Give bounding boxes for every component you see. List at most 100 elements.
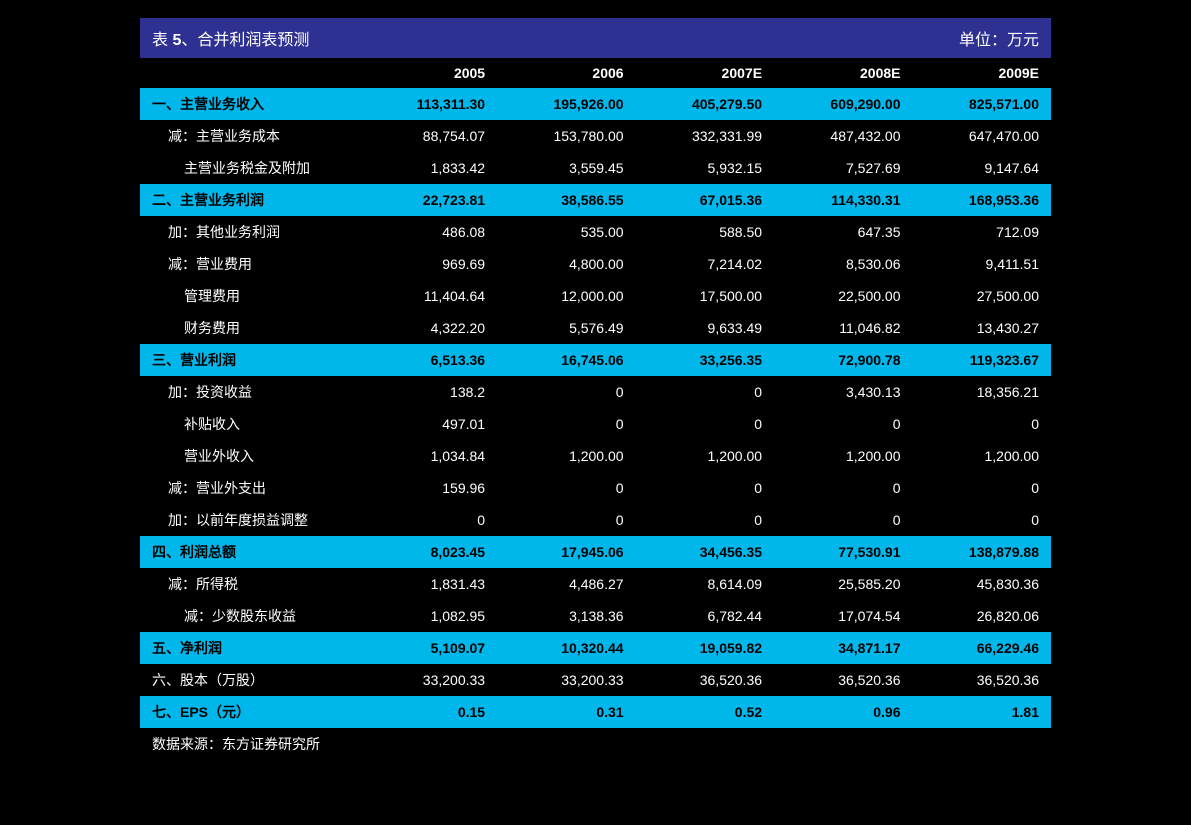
row-label: 减：少数股东收益	[140, 600, 359, 632]
cell-value: 19,059.82	[636, 632, 774, 664]
row-label: 补贴收入	[140, 408, 359, 440]
cell-value: 1,034.84	[359, 440, 497, 472]
table-row: 七、EPS（元）0.150.310.520.961.81	[140, 696, 1051, 728]
cell-value: 77,530.91	[774, 536, 912, 568]
cell-value: 138,879.88	[913, 536, 1052, 568]
row-label: 财务费用	[140, 312, 359, 344]
table-unit: 单位：万元	[959, 26, 1039, 50]
cell-value	[774, 728, 912, 760]
row-label: 营业外收入	[140, 440, 359, 472]
table-row: 加：其他业务利润486.08535.00588.50647.35712.09	[140, 216, 1051, 248]
cell-value: 4,322.20	[359, 312, 497, 344]
cell-value: 1,200.00	[774, 440, 912, 472]
cell-value: 22,500.00	[774, 280, 912, 312]
cell-value: 497.01	[359, 408, 497, 440]
cell-value: 153,780.00	[497, 120, 635, 152]
table-row: 减：营业费用969.694,800.007,214.028,530.069,41…	[140, 248, 1051, 280]
cell-value: 159.96	[359, 472, 497, 504]
cell-value	[359, 728, 497, 760]
cell-value: 33,256.35	[636, 344, 774, 376]
income-statement-table: 表 5、合并利润表预测 单位：万元 200520062007E2008E2009…	[140, 18, 1051, 760]
cell-value: 36,520.36	[774, 664, 912, 696]
cell-value: 712.09	[913, 216, 1052, 248]
table-row: 补贴收入497.010000	[140, 408, 1051, 440]
table-row: 减：少数股东收益1,082.953,138.366,782.4417,074.5…	[140, 600, 1051, 632]
cell-value: 0	[636, 504, 774, 536]
cell-value: 9,147.64	[913, 152, 1052, 184]
cell-value: 38,586.55	[497, 184, 635, 216]
cell-value: 18,356.21	[913, 376, 1052, 408]
row-label: 六、股本（万股）	[140, 664, 359, 696]
column-header: 2008E	[774, 58, 912, 88]
column-header: 2009E	[913, 58, 1052, 88]
cell-value: 113,311.30	[359, 88, 497, 120]
cell-value: 168,953.36	[913, 184, 1052, 216]
cell-value: 3,138.36	[497, 600, 635, 632]
row-label: 五、净利润	[140, 632, 359, 664]
cell-value: 138.2	[359, 376, 497, 408]
cell-value: 486.08	[359, 216, 497, 248]
cell-value: 3,430.13	[774, 376, 912, 408]
header-empty-cell	[140, 58, 359, 88]
table-row: 主营业务税金及附加1,833.423,559.455,932.157,527.6…	[140, 152, 1051, 184]
row-label: 减：营业费用	[140, 248, 359, 280]
row-label: 减：所得税	[140, 568, 359, 600]
cell-value: 1,082.95	[359, 600, 497, 632]
cell-value: 17,945.06	[497, 536, 635, 568]
cell-value: 13,430.27	[913, 312, 1052, 344]
cell-value: 0.31	[497, 696, 635, 728]
table-row: 管理费用11,404.6412,000.0017,500.0022,500.00…	[140, 280, 1051, 312]
table-row: 五、净利润5,109.0710,320.4419,059.8234,871.17…	[140, 632, 1051, 664]
table-row: 二、主营业务利润22,723.8138,586.5567,015.36114,3…	[140, 184, 1051, 216]
cell-value	[497, 728, 635, 760]
cell-value: 26,820.06	[913, 600, 1052, 632]
cell-value: 0.15	[359, 696, 497, 728]
cell-value: 5,109.07	[359, 632, 497, 664]
table-row: 三、营业利润6,513.3616,745.0633,256.3572,900.7…	[140, 344, 1051, 376]
cell-value: 8,614.09	[636, 568, 774, 600]
cell-value: 609,290.00	[774, 88, 912, 120]
cell-value: 11,046.82	[774, 312, 912, 344]
cell-value: 33,200.33	[497, 664, 635, 696]
row-label: 减：主营业务成本	[140, 120, 359, 152]
cell-value: 487,432.00	[774, 120, 912, 152]
cell-value: 4,800.00	[497, 248, 635, 280]
cell-value: 4,486.27	[497, 568, 635, 600]
cell-value: 17,074.54	[774, 600, 912, 632]
cell-value: 1,831.43	[359, 568, 497, 600]
row-label: 三、营业利润	[140, 344, 359, 376]
cell-value: 25,585.20	[774, 568, 912, 600]
title-suffix: 、合并利润表预测	[181, 32, 309, 49]
cell-value: 0	[636, 376, 774, 408]
table-row: 减：主营业务成本88,754.07153,780.00332,331.99487…	[140, 120, 1051, 152]
cell-value: 10,320.44	[497, 632, 635, 664]
cell-value: 0	[913, 408, 1052, 440]
cell-value: 6,513.36	[359, 344, 497, 376]
cell-value: 0	[774, 504, 912, 536]
cell-value: 3,559.45	[497, 152, 635, 184]
table-row: 财务费用4,322.205,576.499,633.4911,046.8213,…	[140, 312, 1051, 344]
table-title: 表 5、合并利润表预测	[152, 26, 309, 50]
cell-value: 5,932.15	[636, 152, 774, 184]
cell-value: 195,926.00	[497, 88, 635, 120]
cell-value: 647.35	[774, 216, 912, 248]
cell-value: 36,520.36	[636, 664, 774, 696]
cell-value: 825,571.00	[913, 88, 1052, 120]
cell-value: 8,530.06	[774, 248, 912, 280]
cell-value: 1.81	[913, 696, 1052, 728]
cell-value: 22,723.81	[359, 184, 497, 216]
cell-value: 67,015.36	[636, 184, 774, 216]
cell-value: 5,576.49	[497, 312, 635, 344]
table-row: 减：所得税1,831.434,486.278,614.0925,585.2045…	[140, 568, 1051, 600]
cell-value: 969.69	[359, 248, 497, 280]
cell-value: 0.96	[774, 696, 912, 728]
row-label: 二、主营业务利润	[140, 184, 359, 216]
cell-value: 0	[774, 472, 912, 504]
cell-value	[636, 728, 774, 760]
cell-value: 8,023.45	[359, 536, 497, 568]
cell-value: 45,830.36	[913, 568, 1052, 600]
cell-value: 0.52	[636, 696, 774, 728]
cell-value: 33,200.33	[359, 664, 497, 696]
row-label: 减：营业外支出	[140, 472, 359, 504]
cell-value: 11,404.64	[359, 280, 497, 312]
